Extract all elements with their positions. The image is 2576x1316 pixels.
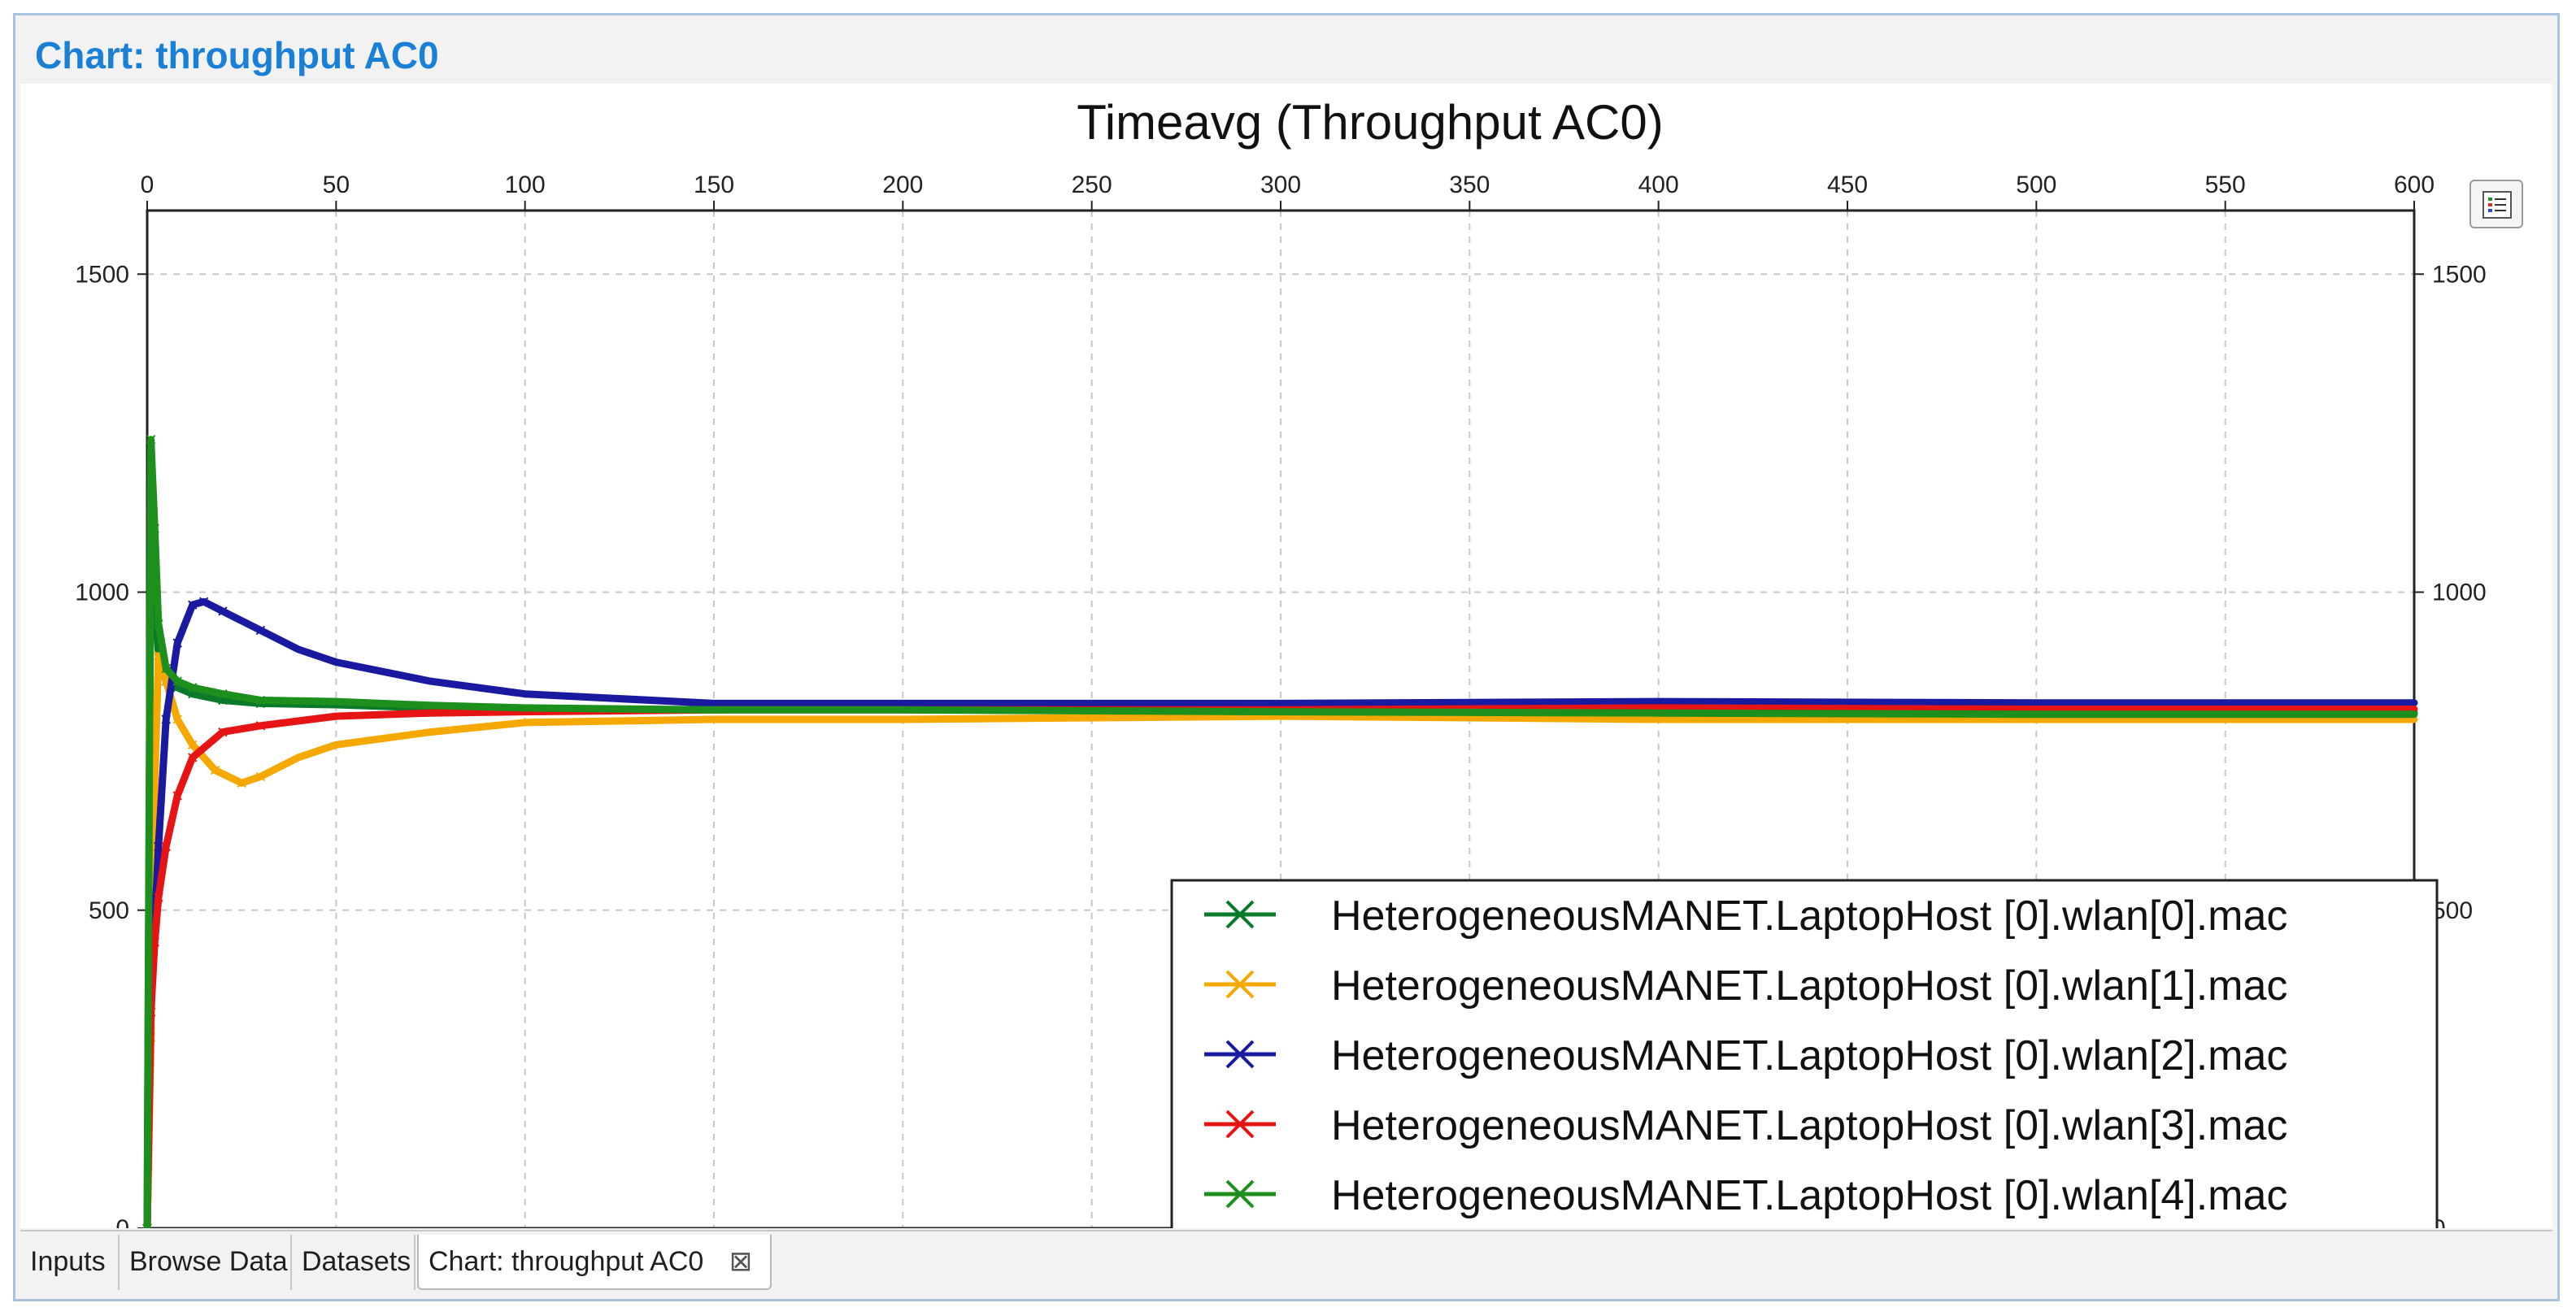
series-point-2 <box>198 597 209 606</box>
series-point-2 <box>188 600 198 610</box>
legend-swatch-marker <box>1225 900 1255 929</box>
series-layer <box>142 434 2418 1228</box>
series-point-2 <box>172 638 182 648</box>
y-tick-label-right: 500 <box>2432 897 2473 924</box>
series-point-1 <box>188 740 198 750</box>
chart-canvas[interactable]: Timeavg (Throughput AC0) 005050100100150… <box>20 84 2552 1228</box>
chart-legend[interactable]: HeterogeneousMANET.LaptopHost [0].wlan[0… <box>1170 879 2439 1228</box>
series-point-1 <box>210 765 220 775</box>
series-point-4 <box>188 683 198 693</box>
chart-view-window: Chart: throughput AC0 Timeavg (Throughpu… <box>13 13 2560 1301</box>
y-tick-label-left: 1500 <box>75 261 129 288</box>
tab-datasets-label: Datasets <box>302 1246 411 1277</box>
x-tick-label-top: 550 <box>2205 172 2246 198</box>
legend-label: HeterogeneousMANET.LaptopHost [0].wlan[0… <box>1331 893 2287 940</box>
legend-toggle-button[interactable] <box>2469 180 2523 228</box>
legend-swatch-marker <box>1225 970 1255 999</box>
x-tick-label-top: 100 <box>505 172 546 198</box>
tab-browse-data[interactable]: Browse Data <box>120 1235 292 1290</box>
y-tick-label-left: 0 <box>115 1215 129 1228</box>
series-point-2 <box>255 625 266 636</box>
legend-swatch-marker <box>1225 1179 1255 1209</box>
series-point-1 <box>255 771 266 782</box>
y-tick-label-right: 1500 <box>2432 261 2487 288</box>
x-tick-label-top: 450 <box>1827 172 1868 198</box>
x-tick-label-top: 500 <box>2016 172 2056 198</box>
series-point-1 <box>237 778 246 788</box>
chart-title: Timeavg (Throughput AC0) <box>1077 95 1663 150</box>
legend-label: HeterogeneousMANET.LaptopHost [0].wlan[4… <box>1331 1172 2287 1219</box>
axis-ticks: 0050501001001501502002002502503003003503… <box>75 172 2487 1228</box>
series-line-1 <box>143 652 2418 1228</box>
close-tab-icon[interactable]: ⊠ <box>729 1246 753 1277</box>
tab-inputs-label: Inputs <box>30 1246 106 1277</box>
y-tick-label-left: 500 <box>89 897 129 924</box>
series-point-4 <box>150 523 160 533</box>
editor-tab-bar: Inputs Browse Data Datasets Chart: throu… <box>20 1230 2552 1293</box>
series-point-1 <box>172 714 182 724</box>
x-tick-label-top: 50 <box>323 172 350 198</box>
x-tick-label-top: 0 <box>141 172 154 198</box>
series-point-3 <box>161 841 171 852</box>
legend-box <box>1170 879 2439 1228</box>
series-point-4 <box>255 695 266 706</box>
series-point-4 <box>142 1223 152 1228</box>
x-tick-label-top: 600 <box>2394 172 2435 198</box>
series-point-4 <box>172 676 182 686</box>
x-tick-label-top: 300 <box>1260 172 1301 198</box>
x-tick-label-top: 150 <box>694 172 734 198</box>
series-point-3 <box>188 753 198 762</box>
chart-area[interactable]: Timeavg (Throughput AC0) 005050100100150… <box>20 84 2552 1228</box>
view-title: Chart: throughput AC0 <box>35 34 439 76</box>
x-tick-label-top: 250 <box>1072 172 1112 198</box>
legend-label: HeterogeneousMANET.LaptopHost [0].wlan[1… <box>1331 962 2287 1010</box>
series-point-4 <box>154 619 163 629</box>
x-tick-label-top: 400 <box>1638 172 1679 198</box>
legend-swatch-marker <box>1225 1040 1255 1069</box>
series-point-3 <box>154 893 163 902</box>
tab-chart-throughput[interactable]: Chart: throughput AC0 ⊠ <box>417 1235 772 1290</box>
series-point-2 <box>218 606 228 616</box>
tab-inputs[interactable]: Inputs <box>20 1235 120 1290</box>
legend-swatch-marker <box>1225 1110 1255 1139</box>
legend-label: HeterogeneousMANET.LaptopHost [0].wlan[2… <box>1331 1032 2287 1079</box>
series-point-2 <box>161 714 171 724</box>
y-tick-label-right: 1000 <box>2432 580 2487 606</box>
x-tick-label-top: 350 <box>1449 172 1490 198</box>
series-point-4 <box>146 434 156 445</box>
legend-list-icon <box>2482 191 2512 219</box>
series-point-3 <box>172 791 182 801</box>
series-point-4 <box>218 688 228 699</box>
series-point-4 <box>161 663 171 674</box>
tab-browse-data-label: Browse Data <box>129 1246 288 1277</box>
series-line-2 <box>143 597 2418 1228</box>
tab-datasets[interactable]: Datasets <box>292 1235 416 1290</box>
legend-label: HeterogeneousMANET.LaptopHost [0].wlan[3… <box>1331 1102 2287 1149</box>
series-point-2 <box>154 841 163 852</box>
series-point-3 <box>255 721 266 731</box>
tab-chart-throughput-label: Chart: throughput AC0 <box>429 1246 704 1277</box>
x-tick-label-top: 200 <box>882 172 923 198</box>
y-tick-label-left: 1000 <box>75 580 129 606</box>
series-line-4 <box>143 436 2418 1228</box>
series-point-3 <box>218 727 228 737</box>
